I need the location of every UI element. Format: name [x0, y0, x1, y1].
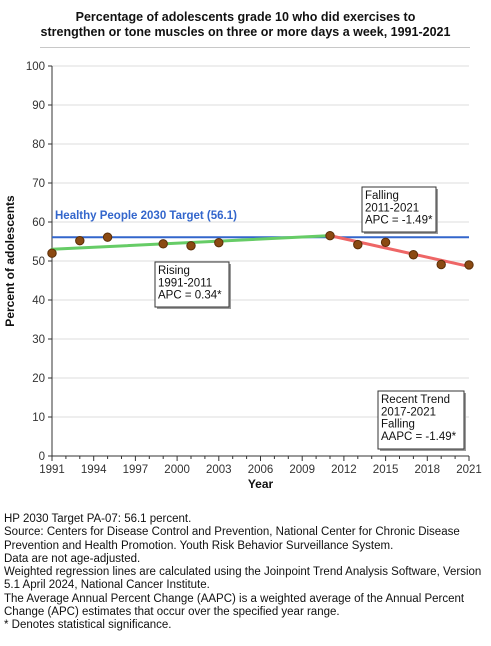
y-tick-label-80: 80	[32, 139, 45, 151]
data-point-2019	[436, 259, 446, 270]
line-chart: 0 10 20 30 40 50 60 70 80 90 100 1991 1994 1997 2000 20…	[3, 61, 482, 491]
data-point-2011	[325, 230, 335, 241]
footnote-age-adjusted: Data are not age-adjusted.	[4, 552, 141, 565]
data-point-2001	[186, 241, 196, 251]
footnote-regression: Weighted regression lines are calculated…	[4, 566, 482, 592]
x-tick-label-2009: 2009	[289, 464, 315, 476]
x-tick-label-2003: 2003	[206, 464, 232, 476]
annotation-recent-trend-box	[377, 390, 465, 450]
annotation-recent-trend-line-3: Falling	[381, 419, 415, 431]
y-tick-label-0: 0	[39, 451, 45, 463]
footnotes: HP 2030 Target PA-07: 56.1 percent. Sour…	[4, 513, 488, 633]
y-tick-label-10: 10	[32, 412, 45, 424]
y-tick-label-30: 30	[32, 334, 45, 346]
x-tick-label-2021: 2021	[456, 464, 482, 476]
annotation-falling-box	[361, 186, 437, 233]
data-point-1999	[158, 239, 168, 249]
footnote-source: Source: Centers for Disease Control and …	[4, 526, 460, 552]
x-tick-label-2012: 2012	[331, 464, 357, 476]
annotation-rising-line-1: Rising	[158, 265, 190, 277]
data-point-2015	[380, 237, 391, 247]
annotation-recent-trend-line-2: 2017-2021	[381, 406, 436, 418]
footnote-significance: * Denotes statistical significance.	[4, 619, 172, 632]
data-point-1993	[75, 236, 85, 246]
annotation-falling-line-3: APC = -1.49*	[365, 215, 433, 227]
data-point-1991	[47, 248, 57, 258]
y-axis-title: Percent of adolescents	[3, 195, 17, 327]
x-tick-label-2006: 2006	[248, 464, 274, 476]
annotation-recent-trend-line-1: Recent Trend	[381, 394, 450, 406]
data-point-2021	[464, 260, 474, 270]
annotation-recent-trend-line-4: AAPC = -1.49*	[381, 431, 457, 443]
y-tick-label-70: 70	[32, 178, 45, 190]
target-label: Healthy People 2030 Target (56.1)	[55, 210, 237, 222]
data-point-2017	[408, 250, 419, 260]
y-tick-label-90: 90	[32, 100, 45, 112]
footnote-aapc: The Average Annual Percent Change (AAPC)…	[4, 592, 465, 619]
data-point-2003	[214, 237, 224, 248]
annotation-falling-line-2: 2011-2021	[365, 202, 419, 214]
x-tick-label-2000: 2000	[164, 464, 190, 476]
x-axis-title: Year	[248, 477, 274, 491]
title-divider	[40, 47, 470, 48]
x-tick-label-2018: 2018	[415, 464, 441, 476]
chart-title: Percentage of adolescents grade 10 who d…	[40, 10, 451, 39]
trend-line-2	[328, 234, 471, 268]
data-point-2013	[353, 239, 363, 250]
annotation-falling-line-1: Falling	[365, 190, 399, 202]
x-tick-label-1991: 1991	[39, 464, 65, 476]
y-tick-label-60: 60	[32, 217, 45, 229]
annotation-rising-line-3: APC = 0.34*	[158, 290, 222, 302]
x-tick-label-1994: 1994	[81, 464, 107, 476]
data-point-1995	[102, 232, 113, 242]
x-tick-label-2015: 2015	[373, 464, 399, 476]
footnote-target: HP 2030 Target PA-07: 56.1 percent.	[4, 513, 192, 525]
annotation-rising-box	[154, 261, 230, 308]
annotation-rising-line-2: 1991-2011	[158, 277, 212, 289]
y-tick-label-100: 100	[26, 61, 45, 73]
x-tick-label-1997: 1997	[123, 464, 149, 476]
y-tick-label-40: 40	[32, 295, 45, 307]
y-tick-label-20: 20	[32, 373, 45, 385]
y-tick-label-50: 50	[32, 256, 45, 268]
